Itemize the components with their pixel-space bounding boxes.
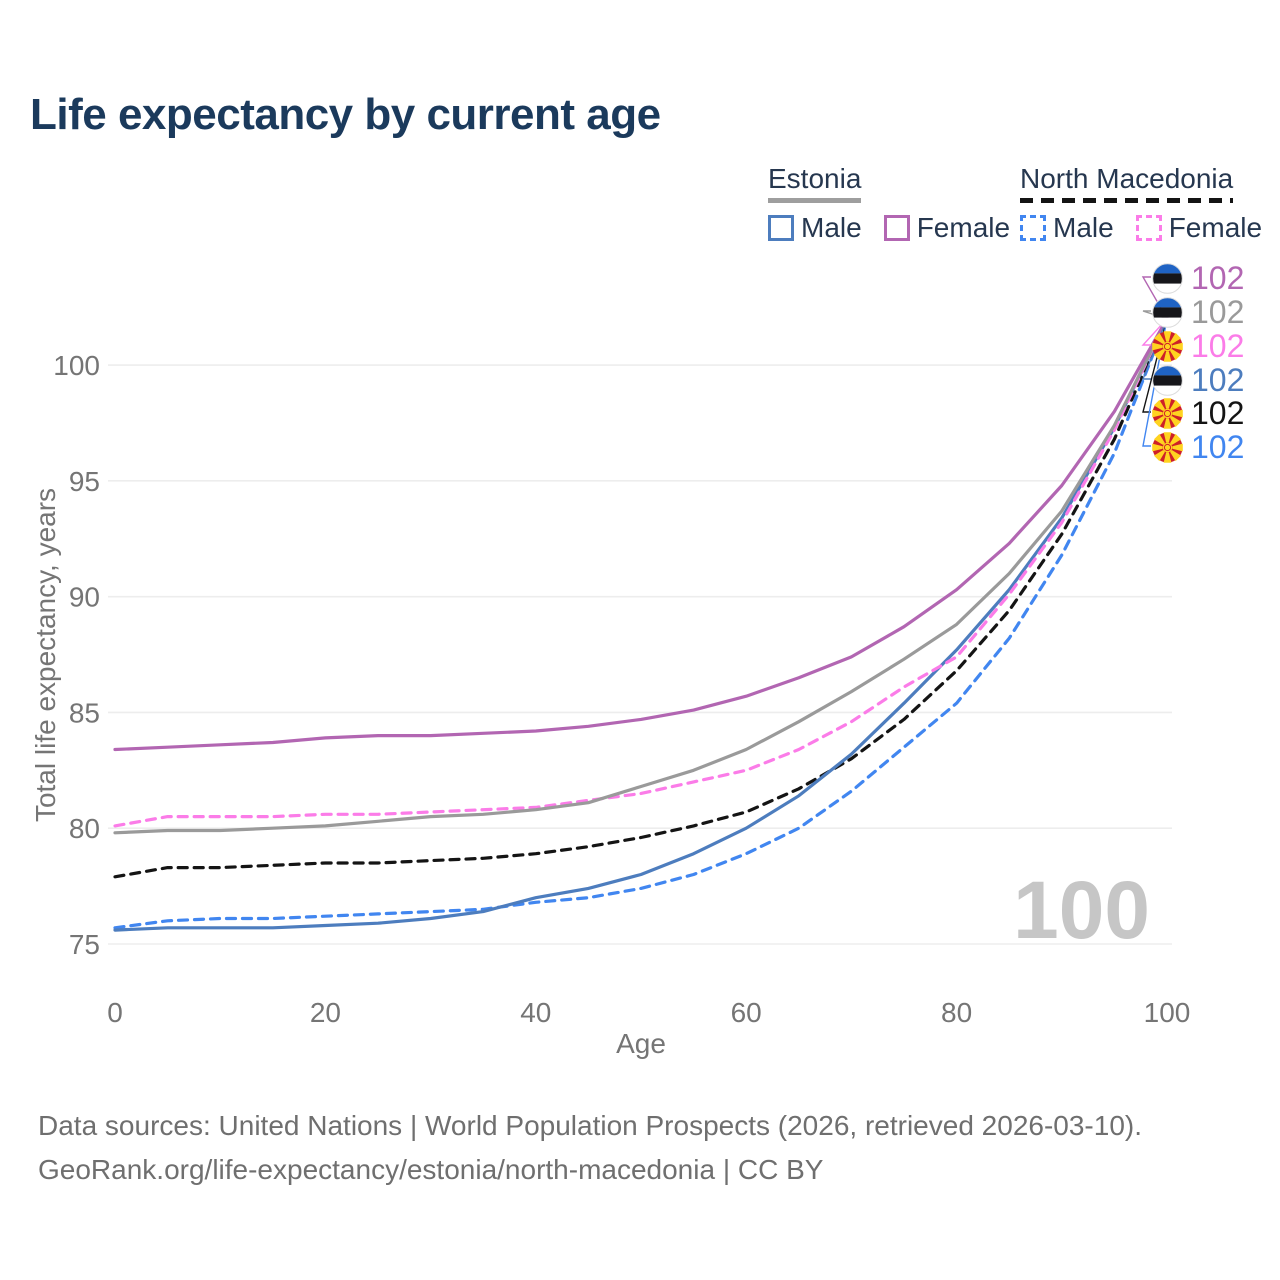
estonia-flag-icon — [1152, 297, 1183, 328]
end-value: 102 — [1191, 429, 1245, 465]
series-end-label: 102 — [1152, 328, 1244, 365]
north-macedonia-flag-icon — [1152, 432, 1183, 463]
end-value: 102 — [1191, 328, 1245, 364]
end-value: 102 — [1191, 395, 1245, 431]
y-axis-title: Total life expectancy, years — [30, 487, 61, 823]
chart-footer: Data sources: United Nations | World Pop… — [38, 1104, 1142, 1192]
y-tick-label: 90 — [69, 582, 100, 613]
x-tick-label: 60 — [731, 997, 762, 1028]
legend-item-north-macedonia-male[interactable]: Male — [1020, 212, 1114, 244]
legend-label: Female — [916, 212, 1011, 243]
legend-item-north-macedonia-female[interactable]: Female — [1135, 212, 1263, 244]
estonia-flag-icon — [1152, 365, 1183, 396]
north-macedonia-female-swatch-icon — [1135, 215, 1162, 241]
footer-url: GeoRank.org/life-expectancy/estonia/nort… — [38, 1154, 824, 1185]
series-line — [113, 317, 1169, 879]
y-tick-label: 95 — [69, 466, 100, 497]
legend-label: Male — [801, 212, 862, 243]
x-tick-label: 20 — [310, 997, 341, 1028]
end-value: 102 — [1191, 294, 1245, 330]
estonia-female-swatch-icon — [883, 215, 910, 241]
series-end-label: 102 — [1152, 429, 1244, 466]
legend-group-estonia: Estonia Male Female — [768, 163, 1010, 244]
series-line — [113, 317, 1169, 930]
x-tick-label: 0 — [107, 997, 123, 1028]
x-tick-label: 80 — [941, 997, 972, 1028]
end-value: 102 — [1191, 260, 1245, 296]
y-tick-label: 85 — [69, 697, 100, 728]
series-line — [113, 317, 1169, 828]
x-tick-label: 100 — [1144, 997, 1191, 1028]
x-axis-title: Age — [616, 1028, 666, 1059]
north-macedonia-male-swatch-icon — [1020, 215, 1046, 241]
y-tick-label: 100 — [53, 350, 100, 381]
legend-items-estonia: Male Female — [768, 212, 1010, 244]
x-tick-label: 40 — [520, 997, 551, 1028]
legend-label: Female — [1168, 212, 1263, 243]
y-tick-label: 80 — [69, 813, 100, 844]
chart-title: Life expectancy by current age — [30, 90, 661, 139]
legend-header-estonia: Estonia — [768, 163, 862, 203]
legend-items-north-macedonia: Male Female — [1020, 212, 1262, 244]
legend-label: Male — [1053, 212, 1114, 243]
north-macedonia-flag-icon — [1152, 331, 1183, 362]
estonia-flag-icon — [1152, 263, 1183, 294]
footer-source: Data sources: United Nations | World Pop… — [38, 1110, 1143, 1141]
legend-item-estonia-female[interactable]: Female — [883, 212, 1011, 244]
series-line — [113, 317, 1169, 835]
series-end-label: 102 — [1152, 362, 1244, 399]
north-macedonia-flag-icon — [1152, 398, 1183, 429]
legend-header-north-macedonia: North Macedonia — [1020, 163, 1234, 203]
series-end-label: 102 — [1152, 395, 1244, 432]
estonia-male-swatch-icon — [768, 215, 794, 241]
legend-item-estonia-male[interactable]: Male — [768, 212, 862, 244]
series-end-label: 102 — [1152, 260, 1244, 297]
series-line — [113, 317, 1169, 932]
end-value: 102 — [1191, 362, 1245, 398]
y-tick-label: 75 — [69, 929, 100, 960]
age-watermark: 100 — [1013, 865, 1150, 956]
series-end-label: 102 — [1152, 294, 1244, 331]
legend-group-north-macedonia: North Macedonia Male Female — [1020, 163, 1262, 244]
series-line — [113, 317, 1169, 752]
